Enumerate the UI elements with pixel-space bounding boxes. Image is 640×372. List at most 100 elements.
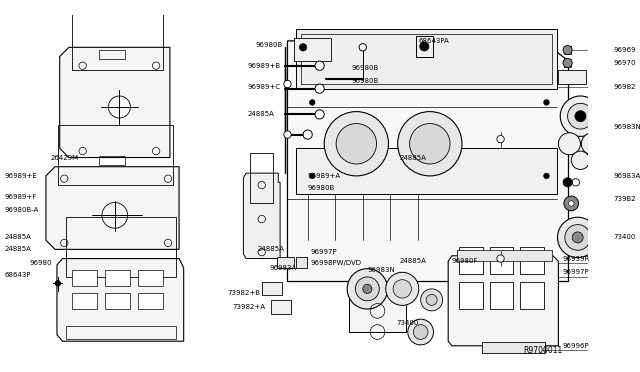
Circle shape [410,124,450,164]
Circle shape [363,284,372,294]
Circle shape [572,151,589,170]
Text: 73400: 73400 [397,320,419,326]
Text: 68643PA: 68643PA [419,38,449,44]
Text: 26429M: 26429M [51,154,79,161]
Polygon shape [296,257,307,268]
Polygon shape [574,112,606,128]
Circle shape [336,124,376,164]
Circle shape [420,42,429,51]
Polygon shape [296,29,557,89]
Circle shape [581,133,604,155]
Polygon shape [0,15,588,357]
Circle shape [563,45,572,55]
Circle shape [347,269,388,309]
Text: 96996P: 96996P [562,343,589,349]
Text: 73982+A: 73982+A [232,304,266,310]
Text: 96983N: 96983N [614,124,640,130]
Polygon shape [60,47,170,157]
Text: 96983AA: 96983AA [614,173,640,179]
Polygon shape [262,282,282,295]
Polygon shape [564,46,572,54]
Polygon shape [416,36,433,57]
Text: 96989+A: 96989+A [308,173,340,179]
Polygon shape [294,38,331,61]
Circle shape [497,255,504,262]
Circle shape [413,325,428,339]
Circle shape [568,103,593,129]
Circle shape [355,277,380,301]
Text: 96970: 96970 [614,60,636,66]
Text: 96980F: 96980F [452,258,478,264]
Polygon shape [448,256,559,346]
Circle shape [310,100,315,105]
Text: 96989+B: 96989+B [248,63,281,69]
Text: 96969: 96969 [614,47,636,53]
Circle shape [426,294,437,305]
Circle shape [564,196,579,211]
Circle shape [397,112,462,176]
Circle shape [55,280,61,286]
Polygon shape [72,292,97,309]
Text: 96939R: 96939R [562,256,589,262]
Circle shape [315,84,324,93]
Polygon shape [520,282,544,309]
Circle shape [315,110,324,119]
Polygon shape [349,288,406,332]
Circle shape [544,173,549,179]
Polygon shape [520,247,544,274]
Polygon shape [277,257,294,268]
Text: 73982+B: 73982+B [228,291,260,296]
Text: 96980: 96980 [29,260,52,266]
Text: 24885A: 24885A [257,246,284,252]
Text: 96980B: 96980B [308,185,335,191]
Circle shape [559,133,580,155]
Circle shape [303,130,312,139]
Circle shape [310,173,315,179]
Text: 96982: 96982 [614,84,636,90]
Polygon shape [490,282,513,309]
Polygon shape [287,41,568,282]
Polygon shape [105,270,131,286]
Circle shape [575,111,586,122]
Polygon shape [46,167,179,249]
Polygon shape [490,247,513,274]
Text: 96980B: 96980B [352,65,379,71]
Text: 96980B-A: 96980B-A [4,207,39,213]
Circle shape [324,112,388,176]
Text: 96980B: 96980B [352,78,379,84]
Circle shape [315,61,324,70]
Text: 96997P: 96997P [562,269,589,275]
Polygon shape [564,59,572,67]
Circle shape [420,289,443,311]
Text: 24885A: 24885A [399,154,426,161]
Circle shape [544,100,549,105]
Polygon shape [271,300,291,314]
Polygon shape [559,70,586,84]
Circle shape [572,232,583,243]
Circle shape [386,272,419,305]
Text: 96983N: 96983N [367,267,395,273]
Text: 24885A: 24885A [4,234,31,240]
Text: 96983A: 96983A [269,265,296,271]
Circle shape [300,44,307,51]
Polygon shape [105,292,131,309]
Circle shape [557,217,598,258]
Circle shape [408,319,433,345]
Circle shape [565,225,591,250]
Polygon shape [458,250,552,261]
Circle shape [284,80,291,88]
Text: 24885A: 24885A [248,111,275,117]
Circle shape [284,131,291,138]
Text: 68643P: 68643P [4,272,31,278]
Circle shape [560,96,601,137]
Polygon shape [460,247,483,274]
Circle shape [393,280,412,298]
Circle shape [563,58,572,68]
Text: R9700011: R9700011 [524,346,563,355]
Circle shape [359,44,367,51]
Circle shape [568,201,574,206]
Text: 73400: 73400 [614,234,636,240]
Text: 96989+E: 96989+E [4,173,37,179]
Text: 739B2: 739B2 [614,196,636,202]
Text: 24885A: 24885A [4,246,31,252]
